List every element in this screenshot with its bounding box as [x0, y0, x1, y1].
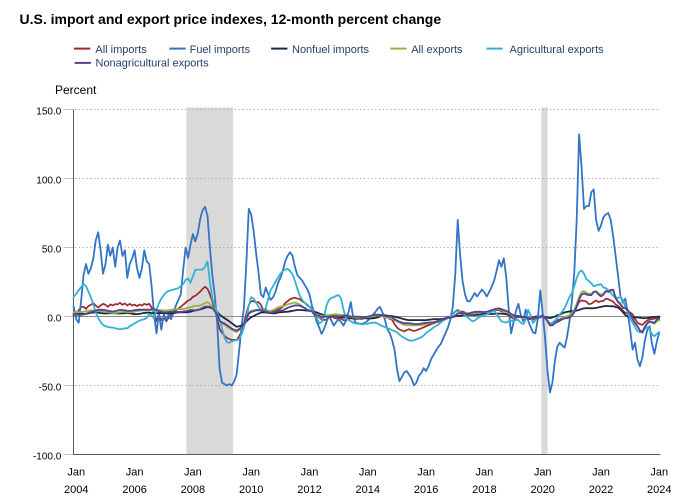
svg-text:Jan: Jan [184, 466, 202, 478]
svg-text:2008: 2008 [181, 484, 205, 496]
svg-text:2014: 2014 [356, 484, 380, 496]
svg-text:All imports: All imports [95, 44, 147, 56]
svg-text:All exports: All exports [411, 44, 463, 56]
svg-text:Jan: Jan [476, 466, 494, 478]
svg-text:50.0: 50.0 [42, 244, 62, 255]
svg-text:2020: 2020 [530, 484, 554, 496]
svg-text:150.0: 150.0 [36, 106, 61, 117]
svg-text:Jan: Jan [592, 466, 610, 478]
svg-text:-100.0: -100.0 [33, 451, 62, 462]
svg-text:Percent: Percent [55, 83, 97, 97]
svg-text:Jan: Jan [242, 466, 260, 478]
svg-text:2012: 2012 [297, 484, 321, 496]
svg-text:Jan: Jan [650, 466, 668, 478]
svg-text:Nonfuel imports: Nonfuel imports [292, 44, 370, 56]
svg-text:Nonagricultural exports: Nonagricultural exports [96, 58, 210, 70]
svg-text:Jan: Jan [534, 466, 552, 478]
svg-text:Agricultural exports: Agricultural exports [510, 44, 605, 56]
svg-text:Jan: Jan [67, 466, 85, 478]
svg-text:100.0: 100.0 [36, 175, 61, 186]
svg-text:2022: 2022 [589, 484, 613, 496]
svg-text:Jan: Jan [417, 466, 435, 478]
svg-text:Jan: Jan [359, 466, 377, 478]
svg-text:2016: 2016 [414, 484, 438, 496]
svg-text:2006: 2006 [122, 484, 146, 496]
svg-text:Jan: Jan [301, 466, 319, 478]
svg-text:2010: 2010 [239, 484, 263, 496]
svg-text:0.0: 0.0 [47, 313, 61, 324]
svg-text:2018: 2018 [472, 484, 496, 496]
svg-text:U.S. import and export price i: U.S. import and export price indexes, 12… [20, 11, 442, 27]
svg-text:2004: 2004 [64, 484, 88, 496]
svg-text:2024: 2024 [647, 484, 671, 496]
svg-text:-50.0: -50.0 [39, 382, 62, 393]
svg-text:Fuel imports: Fuel imports [190, 44, 251, 56]
svg-text:Jan: Jan [126, 466, 144, 478]
